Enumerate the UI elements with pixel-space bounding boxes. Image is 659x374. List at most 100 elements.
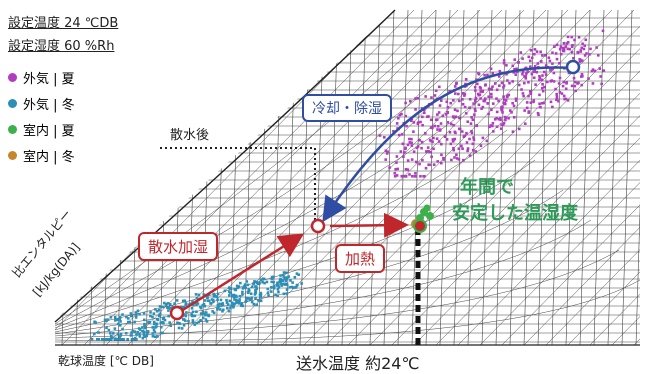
scatter-point xyxy=(232,293,236,297)
scatter-point xyxy=(533,70,536,73)
scatter-point xyxy=(450,158,453,162)
scatter-point xyxy=(481,90,484,93)
scatter-point xyxy=(187,303,191,306)
scatter-point xyxy=(142,334,146,337)
scatter-point xyxy=(583,54,587,57)
scatter-point xyxy=(453,85,457,88)
scatter-point xyxy=(580,75,583,78)
scatter-point xyxy=(493,118,497,121)
scatter-point xyxy=(113,327,117,330)
scatter-point xyxy=(422,111,426,115)
scatter-point xyxy=(281,273,285,277)
scatter-point xyxy=(529,90,532,93)
legend-dot xyxy=(8,99,17,108)
scatter-point xyxy=(452,146,455,150)
scatter-point xyxy=(566,35,570,39)
scatter-point xyxy=(456,109,459,113)
scatter-point xyxy=(432,163,436,166)
scatter-point xyxy=(256,282,260,286)
grid-line xyxy=(509,10,521,345)
scatter-point xyxy=(529,48,533,52)
scatter-point xyxy=(558,61,561,65)
scatter-point xyxy=(458,99,461,103)
scatter-point xyxy=(276,294,279,298)
scatter-point xyxy=(580,59,584,62)
scatter-point xyxy=(204,313,207,317)
scatter-point xyxy=(505,95,509,99)
scatter-point xyxy=(481,136,485,140)
scatter-point xyxy=(439,161,443,165)
scatter-point xyxy=(135,333,138,336)
scatter-point xyxy=(570,50,574,54)
scatter-point xyxy=(582,47,586,51)
scatter-point xyxy=(263,281,266,285)
scatter-point xyxy=(259,293,263,296)
scatter-point xyxy=(425,150,428,153)
scatter-point xyxy=(559,52,563,56)
scatter-point xyxy=(253,292,257,295)
scatter-point xyxy=(247,288,250,291)
scatter-point xyxy=(190,307,194,310)
scatter-point xyxy=(489,87,493,91)
scatter-point xyxy=(538,76,542,80)
scatter-point xyxy=(168,306,172,310)
scatter-point xyxy=(446,111,449,115)
scatter-point xyxy=(562,80,566,84)
scatter-point xyxy=(259,291,263,295)
scatter-point xyxy=(104,338,108,341)
scatter-point xyxy=(543,54,547,57)
scatter-point xyxy=(245,280,249,283)
scatter-point xyxy=(532,99,536,102)
scatter-point xyxy=(199,312,203,315)
scatter-point xyxy=(138,332,141,336)
scatter-point xyxy=(487,112,490,116)
scatter-point xyxy=(409,99,412,103)
scatter-point xyxy=(508,109,512,112)
scatter-point xyxy=(473,99,477,103)
scatter-point xyxy=(161,305,165,309)
scatter-point xyxy=(438,104,442,107)
scatter-point xyxy=(464,112,468,115)
scatter-point xyxy=(209,302,212,305)
scatter-point xyxy=(536,111,540,115)
scatter-point xyxy=(464,77,468,81)
scatter-point xyxy=(116,332,120,336)
scatter-point xyxy=(521,92,525,95)
scatter-point xyxy=(216,306,219,310)
scatter-point xyxy=(410,158,414,161)
scatter-point xyxy=(215,295,219,299)
stable-label-line2: 安定した温湿度 xyxy=(452,203,578,224)
scatter-point xyxy=(118,317,122,321)
scatter-point xyxy=(113,315,117,319)
scatter-point xyxy=(109,338,113,341)
scatter-point xyxy=(270,280,274,284)
scatter-point xyxy=(142,318,146,322)
scatter-point xyxy=(136,309,140,313)
scatter-point xyxy=(555,57,559,61)
scatter-point xyxy=(395,161,398,164)
scatter-point xyxy=(527,94,530,98)
scatter-point xyxy=(400,175,404,178)
scatter-point xyxy=(282,292,286,296)
grid-line xyxy=(435,10,640,345)
scatter-point xyxy=(572,56,575,60)
scatter-point xyxy=(212,311,216,315)
scatter-point xyxy=(401,142,405,146)
scatter-point xyxy=(284,271,288,275)
scatter-point xyxy=(233,298,236,301)
grid-line xyxy=(355,10,367,345)
scatter-point xyxy=(199,319,202,322)
scatter-point xyxy=(130,314,133,318)
scatter-point xyxy=(491,102,495,105)
scatter-point xyxy=(437,140,441,143)
scatter-point xyxy=(436,125,440,128)
scatter-point xyxy=(212,300,215,303)
saturation-curve xyxy=(54,9,396,323)
scatter-point xyxy=(494,82,497,85)
grid-line xyxy=(593,10,605,345)
scatter-point xyxy=(195,310,198,314)
scatter-point xyxy=(598,67,602,70)
scatter-point xyxy=(235,295,238,298)
scatter-point xyxy=(239,304,243,307)
